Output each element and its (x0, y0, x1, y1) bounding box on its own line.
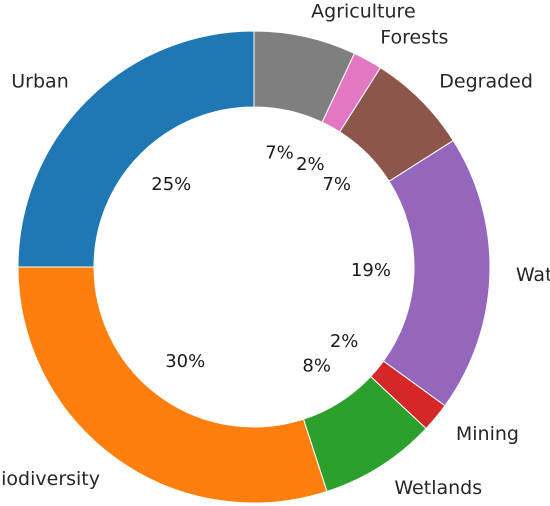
percent-label-biodiversity: 30% (165, 351, 205, 372)
slice-urban (17, 30, 255, 268)
slice-label-forests: Forests (380, 26, 448, 48)
slice-biodiversity (17, 266, 328, 504)
chart-slices (17, 30, 491, 504)
percent-label-degraded: 7% (322, 174, 351, 195)
slice-label-urban: Urban (11, 71, 68, 93)
percent-label-wetlands: 8% (302, 355, 331, 376)
slice-label-water: Water (516, 264, 550, 286)
slice-label-degraded: Degraded (439, 71, 533, 93)
percent-label-mining: 2% (330, 331, 359, 352)
slice-label-mining: Mining (456, 423, 519, 445)
percent-label-forests: 2% (296, 154, 325, 175)
slice-label-agriculture: Agriculture (311, 0, 416, 22)
percent-label-water: 19% (351, 260, 391, 281)
percent-label-agriculture: 7% (265, 142, 294, 163)
slice-label-biodiversity: Biodiversity (0, 468, 100, 490)
slice-water (382, 139, 491, 407)
slice-label-wetlands: Wetlands (394, 477, 482, 499)
percent-label-urban: 25% (151, 174, 191, 195)
